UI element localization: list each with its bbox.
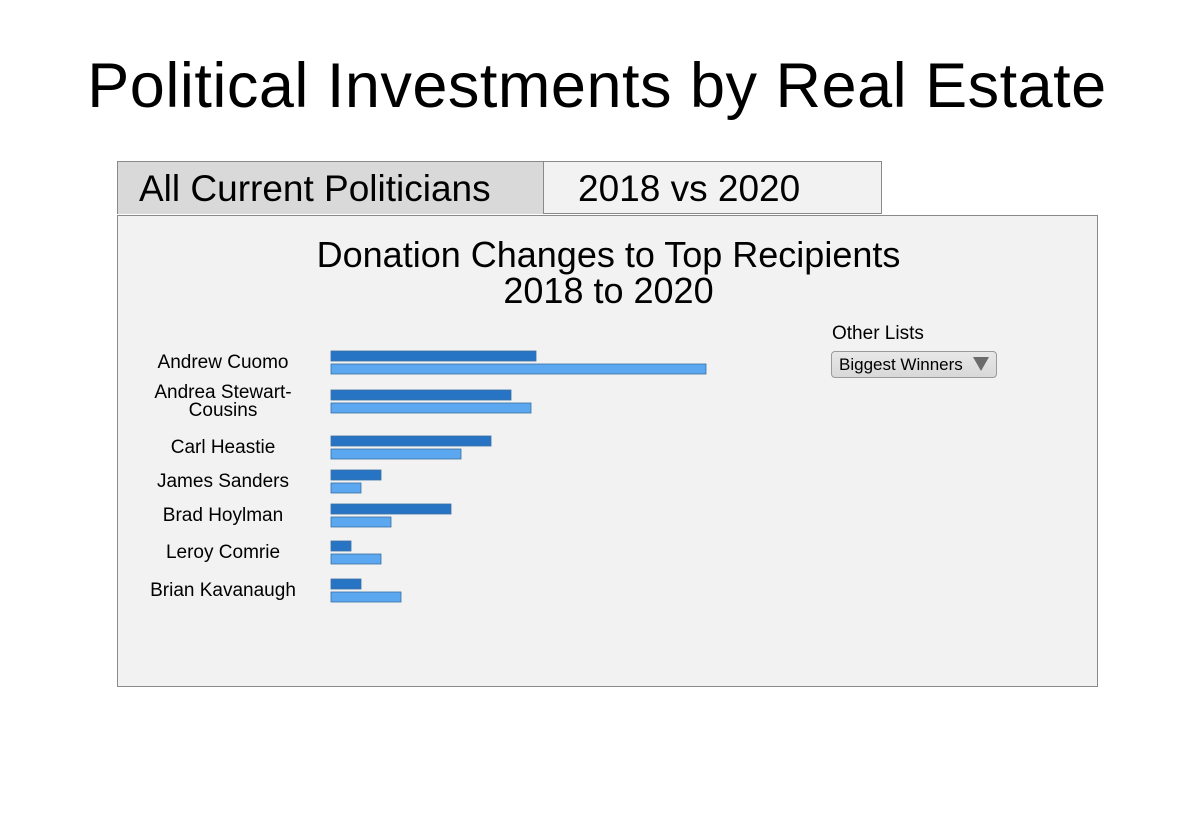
- bar-2018: [330, 389, 512, 401]
- category-label: Brad Hoylman: [163, 505, 283, 526]
- chart-title-line-2: 2018 to 2020: [503, 270, 714, 311]
- other-lists-label: Other Lists: [832, 323, 924, 344]
- bar-2018: [330, 578, 362, 590]
- bar-2018: [330, 503, 452, 515]
- category-label: Brian Kavanaugh: [150, 580, 296, 601]
- chart-title-line-1: Donation Changes to Top Recipients: [316, 234, 901, 275]
- bar-2020: [330, 482, 362, 494]
- bar-2018: [330, 350, 537, 362]
- tab-all-current-politicians[interactable]: All Current Politicians: [117, 161, 544, 214]
- category-label: Andrea Stewart-Cousins: [154, 382, 291, 421]
- category-label: Leroy Comrie: [166, 542, 280, 563]
- bar-2018: [330, 540, 352, 552]
- triangle-down-icon: [973, 357, 989, 371]
- bar-2020: [330, 402, 532, 414]
- bar-2020: [330, 448, 462, 460]
- other-lists-dropdown[interactable]: Biggest Winners: [831, 351, 997, 378]
- bar-2018: [330, 435, 492, 447]
- page-title: Political Investments by Real Estate: [87, 51, 1107, 121]
- category-label: Carl Heastie: [171, 437, 276, 458]
- bar-2020: [330, 516, 392, 528]
- dropdown-value: Biggest Winners: [839, 355, 963, 374]
- category-label: James Sanders: [157, 471, 289, 492]
- bar-chart: Andrew Cuomo Andrea Stewart-Cousins Carl H…: [150, 350, 707, 603]
- tab-2018-vs-2020[interactable]: 2018 vs 2020: [543, 161, 882, 214]
- category-label: Andrew Cuomo: [158, 352, 289, 373]
- bar-2020: [330, 553, 382, 565]
- chart-title: Donation Changes to Top Recipients 2018 …: [118, 237, 1099, 309]
- bar-2020: [330, 591, 402, 603]
- chart-panel: Donation Changes to Top Recipients 2018 …: [117, 215, 1098, 687]
- bar-2020: [330, 363, 707, 375]
- bar-2018: [330, 469, 382, 481]
